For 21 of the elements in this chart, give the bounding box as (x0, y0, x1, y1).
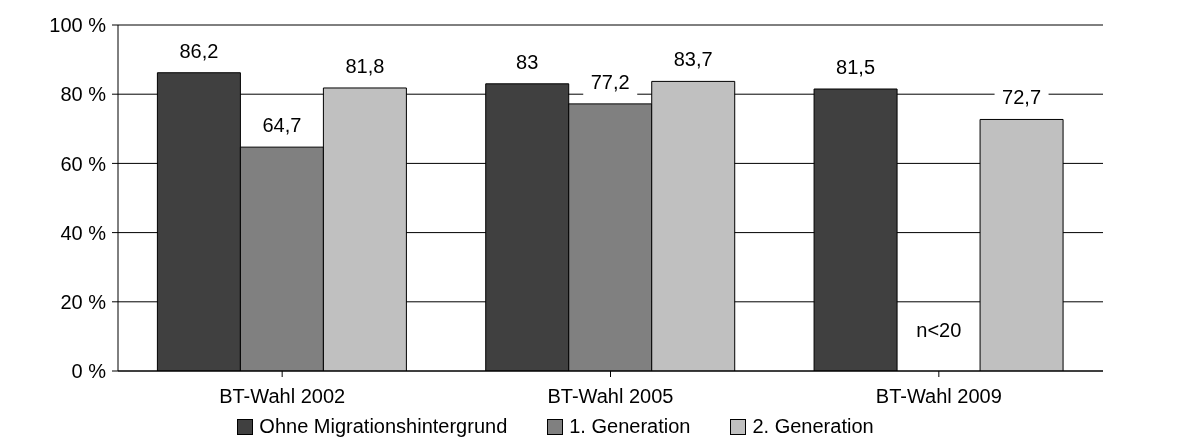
legend-label: Ohne Migrationshintergrund (258, 415, 508, 438)
x-tick-label: BT-Wahl 2009 (875, 385, 1002, 408)
legend-label: 1. Generation (568, 415, 691, 438)
y-tick-label: 0 % (71, 360, 107, 383)
data-label: 77,2 (590, 70, 630, 93)
annotation: n<20 (916, 318, 962, 341)
data-label: 81,5 (836, 56, 876, 79)
x-tick-label: BT-Wahl 2005 (547, 385, 674, 408)
x-tick-label: BT-Wahl 2002 (219, 385, 346, 408)
y-tick-label: 40 % (60, 221, 107, 244)
data-label: 83,7 (673, 48, 713, 71)
data-label: 83 (516, 50, 539, 73)
y-tick-label: 20 % (60, 290, 107, 313)
data-label: 81,8 (345, 54, 385, 77)
y-tick-label: 60 % (60, 152, 107, 175)
legend-label: 2. Generation (751, 415, 874, 438)
data-label: 64,7 (262, 114, 302, 137)
y-tick-label: 100 % (49, 14, 107, 37)
data-label: 86,2 (179, 39, 219, 62)
data-label: 72,7 (1002, 86, 1042, 109)
y-tick-label: 80 % (60, 83, 107, 106)
